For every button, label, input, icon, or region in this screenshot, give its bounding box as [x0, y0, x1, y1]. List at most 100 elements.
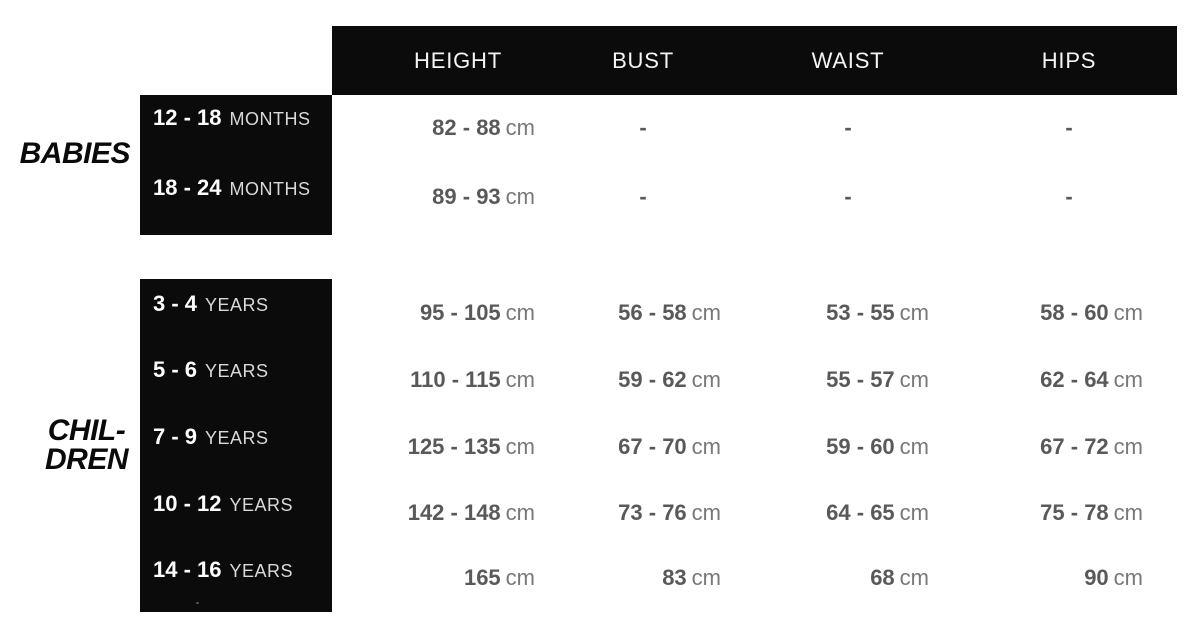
age-label-10-12-years: 10 - 12 YEARS — [153, 491, 293, 517]
measurement-unit: cm — [691, 367, 721, 392]
age-range: 3 - 4 — [153, 291, 198, 316]
age-range: 18 - 24 — [153, 175, 222, 200]
cell-hips: 58 - 60 cm — [1040, 300, 1143, 326]
measurement-value: 58 - 60 — [1040, 300, 1109, 325]
age-unit: MONTHS — [229, 109, 311, 129]
cell-height: 142 - 148 cm — [408, 500, 535, 526]
measurement-value: 56 - 58 — [618, 300, 687, 325]
measurement-value: 110 - 115 — [410, 367, 501, 392]
age-range: 7 - 9 — [153, 424, 198, 449]
cell-height: 95 - 105 cm — [420, 300, 535, 326]
age-range: 5 - 6 — [153, 357, 198, 382]
measurement-value: 90 — [1084, 565, 1109, 590]
cell-height: 89 - 93 cm — [432, 184, 535, 210]
cell-waist-empty: - — [844, 184, 852, 209]
measurement-value: 73 - 76 — [618, 500, 687, 525]
age-unit: YEARS — [229, 561, 294, 581]
measurement-value: 165 — [463, 565, 501, 590]
cell-waist: 59 - 60 cm — [826, 434, 929, 460]
cell-hips: 75 - 78 cm — [1040, 500, 1143, 526]
measurement-unit: cm — [505, 184, 535, 209]
measurement-unit: cm — [899, 367, 929, 392]
measurement-value: 59 - 60 — [826, 434, 895, 459]
babies-section-title: BABIES — [19, 137, 131, 170]
measurement-unit: cm — [505, 115, 535, 140]
measurement-value: 89 - 93 — [432, 184, 501, 209]
measurement-unit: cm — [1113, 300, 1143, 325]
measurement-unit: cm — [1113, 500, 1143, 525]
cell-waist: 53 - 55 cm — [826, 300, 929, 326]
age-label-7-9-years: 7 - 9 YEARS — [153, 424, 269, 450]
cell-waist: 64 - 65 cm — [826, 500, 929, 526]
age-unit: MONTHS — [229, 179, 311, 199]
cell-hips: 62 - 64 cm — [1040, 367, 1143, 393]
measurement-value: 67 - 70 — [618, 434, 687, 459]
age-range: 12 - 18 — [153, 105, 222, 130]
age-label-3-4-years: 3 - 4 YEARS — [153, 291, 269, 317]
age-unit: YEARS — [205, 295, 269, 315]
age-label-12-18-months: 12 - 18 MONTHS — [153, 105, 311, 131]
measurement-value: 53 - 55 — [826, 300, 895, 325]
measurement-value: 142 - 148 — [407, 500, 501, 525]
cell-bust-empty: - — [639, 184, 647, 209]
cell-hips: 67 - 72 cm — [1040, 434, 1143, 460]
cell-bust-empty: - — [639, 115, 647, 140]
measurement-value: 67 - 72 — [1040, 434, 1109, 459]
cell-waist: 68 cm — [870, 565, 929, 591]
measurement-value: 68 — [870, 565, 895, 590]
measurement-value: 62 - 64 — [1040, 367, 1109, 392]
measurement-unit: cm — [505, 500, 535, 525]
measurement-unit: cm — [505, 300, 535, 325]
cell-height: 82 - 88 cm — [432, 115, 535, 141]
cell-bust: 83 cm — [662, 565, 721, 591]
measurement-unit: cm — [899, 300, 929, 325]
measurement-value: 82 - 88 — [432, 115, 501, 140]
cell-height: 165 cm — [464, 565, 535, 591]
cell-bust: 59 - 62 cm — [618, 367, 721, 393]
measurement-unit: cm — [899, 434, 929, 459]
cell-bust: 56 - 58 cm — [618, 300, 721, 326]
cell-bust: 73 - 76 cm — [618, 500, 721, 526]
measurement-unit: cm — [505, 434, 535, 459]
measurement-value: 55 - 57 — [826, 367, 895, 392]
measurement-value: 64 - 65 — [826, 500, 895, 525]
cell-hips-empty: - — [1065, 115, 1073, 140]
measurement-unit: cm — [1113, 434, 1143, 459]
print-speck-artifact — [196, 602, 199, 604]
children-section-title: CHIL- DREN — [44, 414, 129, 476]
age-label-18-24-months: 18 - 24 MONTHS — [153, 175, 311, 201]
cell-bust: 67 - 70 cm — [618, 434, 721, 460]
measurement-unit: cm — [505, 367, 535, 392]
cell-height: 125 - 135 cm — [408, 434, 535, 460]
measurement-unit: cm — [691, 300, 721, 325]
measurement-value: 83 — [662, 565, 687, 590]
column-header-waist: WAIST — [811, 48, 885, 73]
measurement-value: 75 - 78 — [1040, 500, 1109, 525]
children-title-line2: DREN — [44, 443, 129, 476]
cell-waist: 55 - 57 cm — [826, 367, 929, 393]
measurement-unit: cm — [1113, 367, 1143, 392]
column-header-height: HEIGHT — [414, 48, 502, 73]
measurement-unit: cm — [691, 500, 721, 525]
measurement-unit: cm — [505, 565, 535, 590]
age-unit: YEARS — [229, 495, 294, 515]
measurement-unit: cm — [1113, 565, 1143, 590]
column-header-bust: BUST — [612, 48, 674, 73]
cell-waist-empty: - — [844, 115, 852, 140]
measurement-unit: cm — [899, 565, 929, 590]
measurement-value: 59 - 62 — [618, 367, 687, 392]
age-label-5-6-years: 5 - 6 YEARS — [153, 357, 269, 383]
cell-hips-empty: - — [1065, 184, 1073, 209]
column-header-hips: HIPS — [1041, 48, 1097, 73]
measurement-unit: cm — [899, 500, 929, 525]
age-range: 10 - 12 — [153, 491, 222, 516]
measurement-unit: cm — [691, 565, 721, 590]
age-unit: YEARS — [205, 361, 269, 381]
age-unit: YEARS — [205, 428, 269, 448]
measurement-value: 125 - 135 — [407, 434, 501, 459]
children-age-box — [140, 279, 332, 612]
age-label-14-16-years: 14 - 16 YEARS — [153, 557, 293, 583]
age-range: 14 - 16 — [153, 557, 222, 582]
children-title-line1: CHIL- — [47, 414, 126, 447]
